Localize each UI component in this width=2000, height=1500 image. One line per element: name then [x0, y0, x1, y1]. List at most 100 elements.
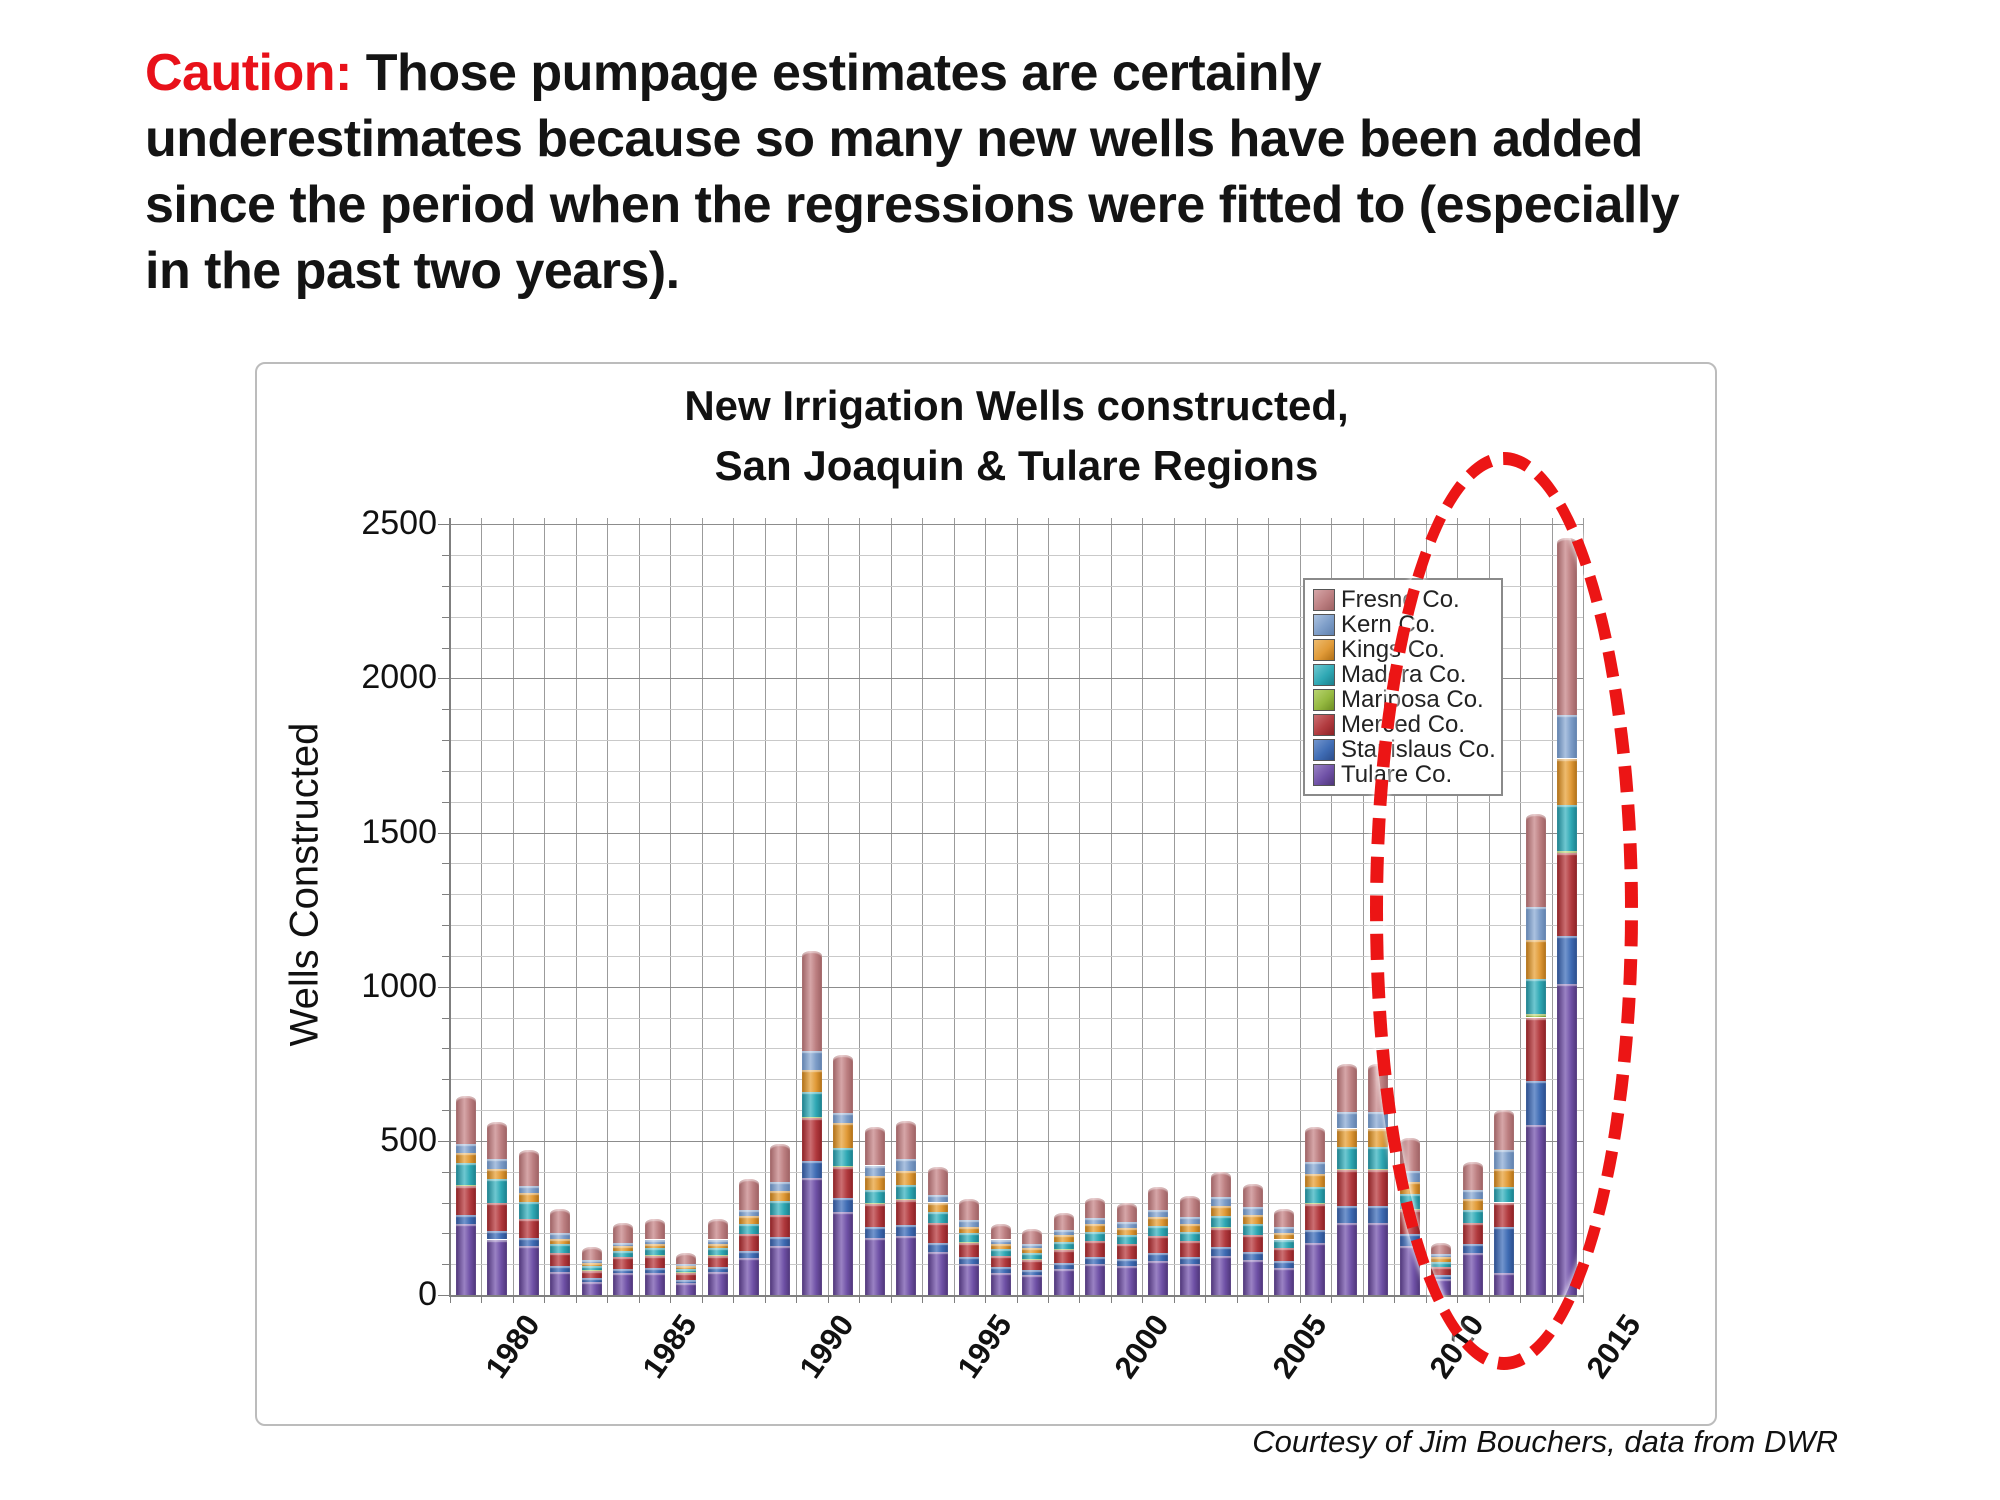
- horizontal-gridline: [450, 1202, 1583, 1204]
- bar-segment-stanislaus-co-: [1022, 1270, 1043, 1275]
- bar-segment-kern-co-: [738, 1210, 759, 1217]
- bar-segment-kings-co-: [1085, 1224, 1106, 1232]
- bar-segment-tulare-co-: [487, 1239, 508, 1295]
- horizontal-gridline: [450, 1171, 1583, 1173]
- bar-segment-kern-co-: [1274, 1226, 1294, 1233]
- bar-segment-fresno-co-: [455, 1096, 476, 1144]
- chart-title-line-2: San Joaquin & Tulare Regions: [714, 442, 1319, 489]
- bar-segment-kings-co-: [738, 1216, 759, 1224]
- vertical-gridline: [1205, 518, 1207, 1295]
- bar-segment-madera-co-: [959, 1233, 980, 1242]
- bar-segment-kern-co-: [1179, 1216, 1200, 1224]
- horizontal-gridline: [450, 1017, 1583, 1019]
- horizontal-gridline: [450, 955, 1583, 957]
- vertical-gridline: [796, 518, 798, 1295]
- bar-segment-mariposa-co-: [770, 1214, 791, 1216]
- highlight-ellipse-annotation: [1370, 452, 1638, 1370]
- bar-segment-stanislaus-co-: [770, 1237, 791, 1246]
- bar-segment-kings-co-: [1053, 1235, 1074, 1242]
- bar-segment-tulare-co-: [1305, 1242, 1326, 1295]
- bar-segment-stanislaus-co-: [550, 1265, 571, 1272]
- bar-segment-madera-co-: [1179, 1231, 1200, 1242]
- chart-title-line-1: New Irrigation Wells constructed,: [684, 382, 1349, 429]
- vertical-gridline: [922, 518, 924, 1295]
- bar-segment-kings-co-: [1305, 1173, 1326, 1188]
- bar-segment-tulare-co-: [770, 1245, 791, 1295]
- horizontal-gridline: [450, 832, 1583, 834]
- bar-segment-tulare-co-: [1274, 1267, 1294, 1295]
- bar-segment-madera-co-: [738, 1223, 759, 1234]
- y-axis-tick: [438, 986, 450, 988]
- bar-segment-madera-co-: [676, 1268, 697, 1273]
- bar-segment-stanislaus-co-: [1305, 1230, 1326, 1243]
- bar-segment-kern-co-: [1085, 1217, 1106, 1225]
- bar-segment-tulare-co-: [1148, 1261, 1169, 1295]
- bar-segment-merced-co-: [833, 1167, 854, 1198]
- bar-segment-kern-co-: [927, 1194, 948, 1203]
- bar-segment-kings-co-: [1274, 1232, 1294, 1240]
- bar-segment-kings-co-: [1148, 1216, 1169, 1226]
- y-axis-line: [449, 518, 451, 1296]
- bar-segment-tulare-co-: [1336, 1222, 1357, 1295]
- bar-segment-kern-co-: [1053, 1230, 1074, 1236]
- bar-segment-stanislaus-co-: [990, 1267, 1011, 1273]
- bar-segment-kern-co-: [613, 1242, 634, 1247]
- bar-segment-stanislaus-co-: [1053, 1262, 1074, 1269]
- bar-segment-madera-co-: [1022, 1253, 1043, 1260]
- x-axis-tick: [1110, 1295, 1112, 1303]
- bar-segment-madera-co-: [487, 1179, 508, 1203]
- bar-segment-madera-co-: [801, 1092, 822, 1117]
- horizontal-gridline: [450, 925, 1583, 926]
- bar-segment-madera-co-: [1085, 1231, 1106, 1242]
- bar-segment-fresno-co-: [1336, 1063, 1357, 1113]
- y-tick-label: 1000: [361, 966, 437, 1005]
- bar-segment-tulare-co-: [1116, 1265, 1137, 1295]
- bar-segment-merced-co-: [707, 1255, 728, 1268]
- bar-segment-madera-co-: [770, 1200, 791, 1215]
- bar-segment-fresno-co-: [613, 1222, 634, 1243]
- bar-segment-kings-co-: [518, 1193, 539, 1202]
- legend-swatch: [1313, 714, 1335, 736]
- bar-segment-mariposa-co-: [1336, 1169, 1357, 1171]
- x-axis-tick: [701, 1295, 703, 1303]
- bar-segment-mariposa-co-: [927, 1222, 948, 1224]
- heading-line-1-rest: Those pumpage estimates are certainly: [351, 44, 1322, 102]
- horizontal-gridline: [450, 616, 1583, 618]
- x-axis-tick: [1047, 1295, 1049, 1303]
- x-axis-tick: [575, 1295, 577, 1303]
- bar-segment-fresno-co-: [770, 1143, 791, 1183]
- bar-segment-kern-co-: [896, 1159, 917, 1172]
- bar-segment-merced-co-: [770, 1215, 791, 1238]
- bar-segment-tulare-co-: [707, 1271, 728, 1295]
- y-axis-tick: [442, 1048, 450, 1050]
- bar-segment-tulare-co-: [1242, 1260, 1263, 1295]
- bar-segment-madera-co-: [1116, 1235, 1137, 1244]
- bar-segment-kings-co-: [833, 1122, 854, 1148]
- y-axis-tick: [442, 1079, 450, 1081]
- horizontal-gridline: [450, 555, 1583, 556]
- bar-segment-tulare-co-: [455, 1224, 476, 1295]
- bar-segment-kern-co-: [990, 1239, 1011, 1245]
- x-axis-tick: [1173, 1295, 1175, 1303]
- bar-segment-fresno-co-: [581, 1247, 602, 1260]
- bar-segment-kings-co-: [896, 1171, 917, 1185]
- bar-segment-merced-co-: [1274, 1247, 1294, 1262]
- horizontal-gridline: [450, 1048, 1583, 1050]
- legend-swatch: [1313, 764, 1335, 786]
- bar-segment-madera-co-: [550, 1244, 571, 1253]
- horizontal-gridline: [450, 894, 1583, 896]
- bar-segment-kings-co-: [1368, 1128, 1389, 1147]
- vertical-gridline: [607, 518, 609, 1295]
- y-axis-tick: [442, 740, 450, 741]
- bar-segment-tulare-co-: [518, 1245, 539, 1295]
- horizontal-gridline: [450, 740, 1583, 741]
- bar-segment-mariposa-co-: [738, 1233, 759, 1235]
- bar-segment-kings-co-: [864, 1176, 885, 1190]
- y-axis-tick: [442, 955, 450, 957]
- y-axis-tick: [442, 585, 450, 587]
- bar-segment-kings-co-: [644, 1243, 665, 1249]
- legend-swatch: [1313, 664, 1335, 686]
- x-axis-tick: [1394, 1295, 1396, 1303]
- x-axis-tick: [1299, 1295, 1301, 1303]
- y-axis-tick: [442, 1264, 450, 1266]
